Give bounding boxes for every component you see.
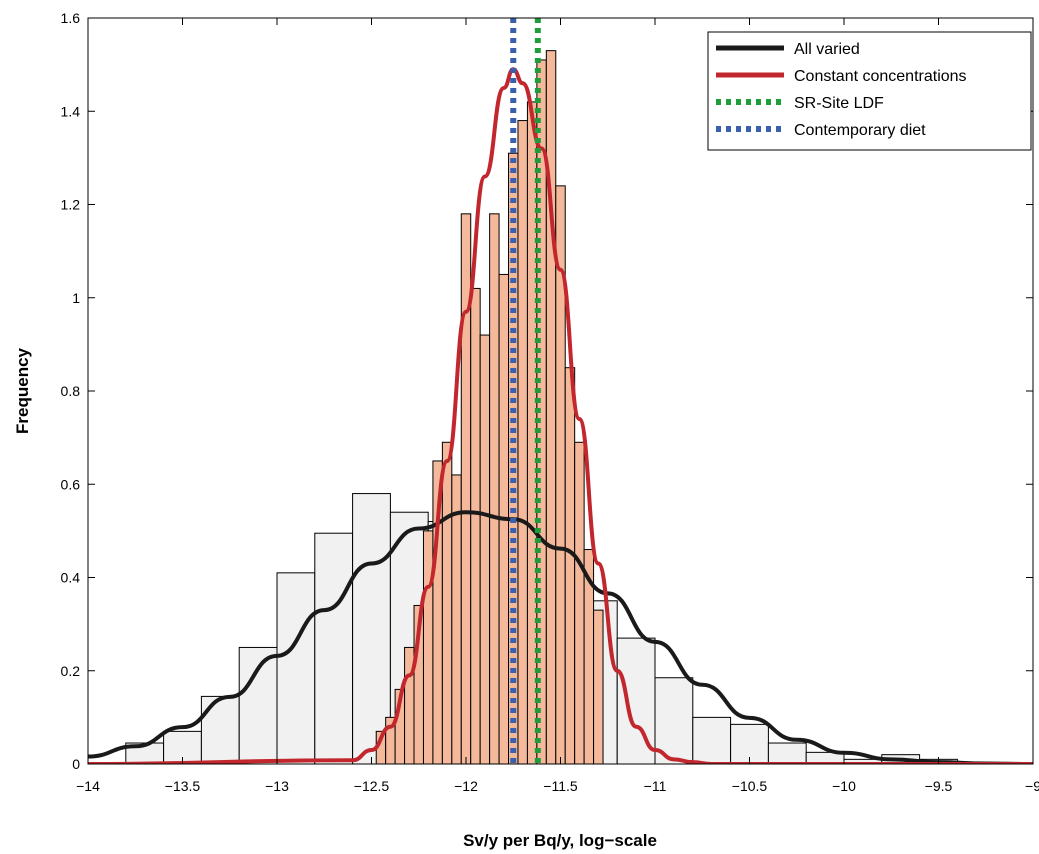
- x-tick-label: −14: [76, 778, 100, 794]
- legend-label-sr-site-ldf: SR-Site LDF: [794, 95, 884, 112]
- series-lines: [88, 18, 1033, 764]
- legend-label-contemporary-diet: Contemporary diet: [794, 122, 926, 139]
- all-varied-bar: [767, 742, 807, 764]
- y-tick-label: 0.2: [61, 663, 81, 679]
- constant-concentrations-bar: [517, 120, 528, 764]
- all-varied-bar: [276, 572, 316, 764]
- y-tick-label: 1.2: [61, 197, 81, 213]
- all-varied-line: [88, 510, 1033, 764]
- constant-concentrations-bar: [441, 441, 453, 764]
- x-tick-label: −13: [265, 778, 289, 794]
- x-tick-label: −11: [644, 778, 667, 794]
- constant-concentrations-line: [88, 67, 1033, 764]
- legend-box: [707, 31, 1032, 151]
- x-tick-label: −9.5: [925, 778, 953, 794]
- x-tick-label: −11.5: [543, 778, 578, 794]
- y-tick-label: 0.4: [61, 570, 81, 586]
- all-varied-bar: [692, 716, 732, 764]
- x-tick-label: −9: [1025, 778, 1039, 794]
- constant-concentrations-bar: [545, 50, 557, 764]
- legend: All varied Constant concentrations SR-Site…: [707, 31, 1032, 151]
- all-varied-bar: [654, 677, 694, 764]
- y-tick-label: 0.6: [61, 476, 81, 492]
- histogram-bars: [125, 50, 958, 764]
- constant-concentrations-bar: [422, 530, 434, 764]
- x-tick-label: −12.5: [354, 778, 390, 794]
- constant-concentrations-bar: [470, 287, 481, 764]
- y-axis-title: Frequency: [13, 347, 32, 434]
- y-tick-label: 0.8: [61, 383, 81, 399]
- legend-label-all-varied: All varied: [794, 41, 860, 58]
- x-tick-label: −10.5: [732, 778, 768, 794]
- y-tick-label: 0: [72, 756, 80, 772]
- all-varied-bar: [352, 493, 391, 764]
- constant-concentrations-bar: [451, 474, 462, 764]
- all-varied-bar: [200, 695, 240, 764]
- constant-concentrations-bar: [489, 213, 500, 764]
- x-tick-label: −10: [832, 778, 856, 794]
- all-varied-bar: [314, 532, 354, 764]
- legend-label-constant-concentrations: Constant concentrations: [794, 68, 967, 85]
- constant-concentrations-bar: [479, 334, 491, 764]
- constant-concentrations-bar: [593, 609, 604, 764]
- y-tick-label: 1.4: [61, 103, 81, 119]
- constant-concentrations-bar: [574, 441, 585, 764]
- x-axis-title: Sv/y per Bq/y, log−scale: [463, 831, 657, 850]
- y-tick-label: 1.6: [61, 10, 81, 26]
- x-tick-label: −13.5: [165, 778, 201, 794]
- y-tick-label: 1: [72, 290, 80, 306]
- axis-ticks: −14 −13.5 −13 −12.5 −12 −11.5 −11 −10.5 −10 −9.5 −…: [61, 10, 1039, 794]
- constant-concentrations-bar: [564, 367, 576, 764]
- x-tick-label: −12: [454, 778, 478, 794]
- all-varied-bar: [238, 646, 278, 764]
